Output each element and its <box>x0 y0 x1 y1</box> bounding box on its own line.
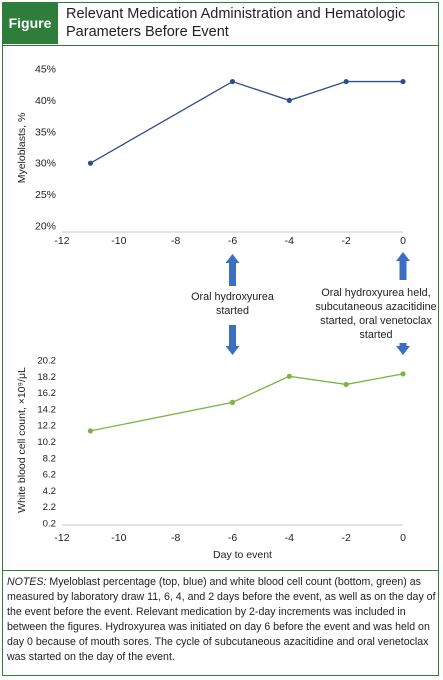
annotation-day-zero-text: started <box>359 329 392 341</box>
figure-title: Relevant Medication Administration and H… <box>66 6 406 40</box>
notes-separator <box>2 570 439 571</box>
top-y-axis-label: Myeloblasts, % <box>16 113 28 184</box>
bottom-x-tick-label: -4 <box>285 532 294 544</box>
bottom-x-tick-label: -12 <box>54 532 69 544</box>
figure-notes: NOTES: Myeloblast percentage (top, blue)… <box>7 575 437 665</box>
top-y-tick-label: 45% <box>35 64 56 76</box>
top-y-tick-label: 35% <box>35 126 56 138</box>
top-data-point <box>87 160 94 166</box>
bottom-data-point <box>400 371 406 377</box>
bottom-y-tick-label: 18.2 <box>37 372 56 383</box>
notes-text: Myeloblast percentage (top, blue) and wh… <box>7 576 436 663</box>
top-data-point <box>286 97 292 103</box>
bottom-x-tick-label: 0 <box>400 532 406 544</box>
bottom-y-tick-label: 12.2 <box>37 421 56 432</box>
figure-badge: Figure <box>2 2 58 44</box>
top-data-point <box>400 78 406 85</box>
top-y-tick-label: 40% <box>35 95 56 107</box>
bottom-y-tick-label: 6.2 <box>43 470 56 481</box>
top-x-tick-label: -2 <box>341 235 350 247</box>
top-data-point <box>229 78 236 85</box>
bottom-data-point <box>87 428 94 434</box>
top-x-tick-label: -12 <box>54 235 69 247</box>
notes-label: NOTES: <box>7 576 47 588</box>
annotation-day-zero-text: subcutaneous azacitidine <box>315 301 436 313</box>
bottom-x-tick-label: -10 <box>111 532 126 544</box>
top-y-tick-label: 25% <box>35 189 56 201</box>
hydroxyurea-start-arrow-down <box>225 325 240 355</box>
figure-header: Figure Relevant Medication Administratio… <box>2 2 439 46</box>
top-y-tick-label: 20% <box>35 221 56 233</box>
bottom-x-tick-label: -6 <box>228 532 237 544</box>
bottom-y-tick-label: 16.2 <box>37 388 56 399</box>
bottom-y-tick-label: 4.2 <box>43 486 56 497</box>
annotation-day-zero-text: started, oral venetoclax <box>320 315 432 327</box>
bottom-y-tick-label: 8.2 <box>43 453 56 464</box>
top-x-tick-label: -4 <box>285 235 294 247</box>
top-series-line <box>90 80 403 164</box>
top-y-tick-label: 30% <box>35 158 56 170</box>
annotation-hydroxyurea-start-text: Oral hydroxyurea <box>191 291 274 303</box>
bottom-y-tick-label: 14.2 <box>37 404 56 415</box>
top-data-point <box>343 78 349 85</box>
top-x-tick-label: 0 <box>400 235 406 247</box>
bottom-x-tick-label: -2 <box>341 532 350 544</box>
top-x-tick-label: -8 <box>171 235 180 247</box>
annotation-hydroxyurea-start-text: started <box>216 305 249 317</box>
bottom-x-tick-label: -8 <box>171 532 180 544</box>
day-zero-arrow-up <box>396 252 410 280</box>
top-x-tick-label: -6 <box>228 235 237 247</box>
bottom-y-tick-label: 2.2 <box>43 502 56 513</box>
hydroxyurea-start-arrow-up <box>225 254 240 286</box>
top-x-tick-label: -10 <box>111 235 126 247</box>
annotation-day-zero-text: Oral hydroxyurea held, <box>321 287 430 299</box>
bottom-data-point <box>343 381 349 388</box>
bottom-x-axis-label: Day to event <box>213 549 272 561</box>
bottom-data-point <box>286 373 292 379</box>
bottom-y-tick-label: 10.2 <box>37 437 56 448</box>
bottom-series-line <box>90 373 404 432</box>
bottom-y-axis-label: White blood cell count, ×10⁹/μL <box>16 367 28 513</box>
bottom-data-point <box>229 399 236 405</box>
bottom-y-tick-label: 20.2 <box>37 356 56 367</box>
day-zero-arrow-down <box>396 343 410 355</box>
bottom-y-tick-label: 0.2 <box>43 519 56 530</box>
charts-area: -12 -10 -8 -6 -4 -2 0 20% 25% 30% 35% 40% 45% Myelobl… <box>16 64 437 562</box>
figure-frame <box>2 2 439 676</box>
